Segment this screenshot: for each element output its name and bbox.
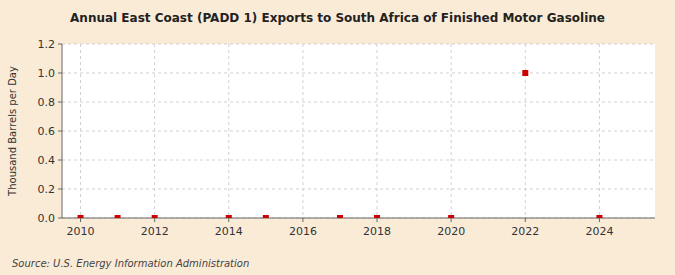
grid-line-x (599, 44, 600, 218)
tick-x (377, 218, 378, 222)
tick-label-y: 1.2 (38, 38, 56, 51)
tick-label-y: 0.6 (38, 125, 56, 138)
grid-line-y (62, 73, 655, 74)
grid-line-x (154, 44, 155, 218)
grid-line-y (62, 160, 655, 161)
data-point (263, 215, 269, 218)
grid-line-x (377, 44, 378, 218)
tick-y (58, 73, 62, 74)
tick-label-x: 2016 (289, 225, 317, 238)
tick-x (599, 218, 600, 222)
tick-label-x: 2010 (67, 225, 95, 238)
grid-line-x (228, 44, 229, 218)
data-point (226, 215, 232, 218)
tick-x (80, 218, 81, 222)
grid-line-y (62, 189, 655, 190)
grid-line-x (80, 44, 81, 218)
chart: 0.0 0.2 0.4 0.6 0.8 1.0 1.2 2010 2012 2014 2016 201… (0, 0, 675, 275)
tick-label-y: 1.0 (38, 67, 56, 80)
grid-line-x (302, 44, 303, 218)
tick-y (58, 218, 62, 219)
tick-label-x: 2020 (437, 225, 465, 238)
data-points (78, 70, 603, 218)
grid-line-y (62, 44, 655, 45)
tick-y (58, 131, 62, 132)
grid-line-y (62, 102, 655, 103)
data-point (115, 215, 121, 218)
data-point (374, 215, 380, 218)
x-axis-line (62, 218, 655, 219)
tick-y (58, 44, 62, 45)
data-point (522, 70, 528, 76)
y-axis-label: Thousand Barrels per Day (7, 66, 18, 197)
tick-label-y: 0.8 (38, 96, 56, 109)
grid (62, 44, 655, 218)
data-point (337, 215, 343, 218)
grid-line-x (451, 44, 452, 218)
tick-label-x: 2012 (141, 225, 169, 238)
tick-label-x: 2022 (511, 225, 539, 238)
data-point (596, 215, 602, 218)
title: Annual East Coast (PADD 1) Exports to So… (70, 11, 605, 25)
tick-y (58, 189, 62, 190)
data-point (448, 215, 454, 218)
tick-x (228, 218, 229, 222)
axes: 0.0 0.2 0.4 0.6 0.8 1.0 1.2 2010 2012 2014 2016 201… (38, 38, 656, 238)
tick-label-x: 2014 (215, 225, 243, 238)
tick-x (154, 218, 155, 222)
tick-label-x: 2018 (363, 225, 391, 238)
source-note: Source: U.S. Energy Information Administ… (12, 258, 249, 269)
chart-container: 0.0 0.2 0.4 0.6 0.8 1.0 1.2 2010 2012 2014 2016 201… (0, 0, 675, 275)
tick-x (451, 218, 452, 222)
tick-y (58, 160, 62, 161)
tick-label-x: 2024 (585, 225, 613, 238)
data-point (152, 215, 158, 218)
grid-line-y (62, 218, 655, 219)
tick-x (302, 218, 303, 222)
data-point (78, 215, 84, 218)
plot-background (62, 44, 655, 218)
grid-line-y (62, 131, 655, 132)
tick-x (525, 218, 526, 222)
tick-label-y: 0.2 (38, 183, 56, 196)
tick-label-y: 0.4 (38, 154, 56, 167)
tick-y (58, 102, 62, 103)
y-axis-line (62, 44, 63, 218)
background (0, 0, 675, 275)
tick-label-y: 0.0 (38, 212, 56, 225)
